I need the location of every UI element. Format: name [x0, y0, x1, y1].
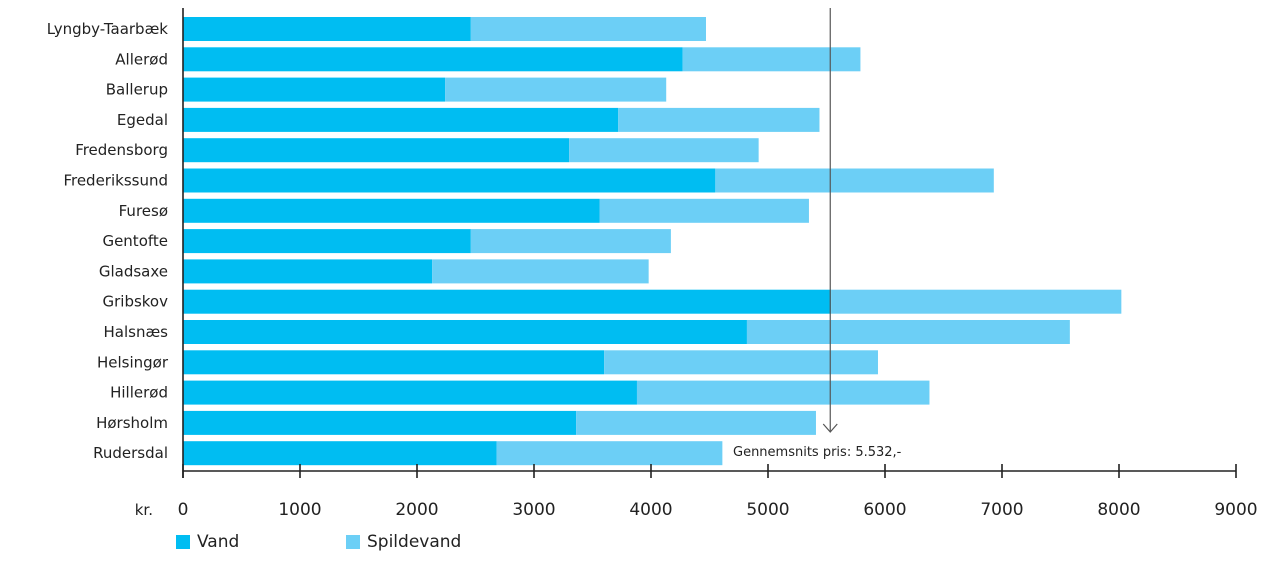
x-tick-label: 5000: [746, 500, 789, 520]
category-label: Helsingør: [97, 353, 169, 371]
bar-vand-5: [183, 168, 716, 193]
bar-vand-2: [183, 77, 446, 102]
bar-spildevand-5: [715, 168, 994, 193]
x-tick-label: 0: [178, 500, 189, 520]
legend-label-vand: Vand: [197, 532, 240, 552]
bar-spildevand-1: [682, 47, 861, 72]
category-label: Gribskov: [102, 293, 168, 311]
category-label: Hørsholm: [96, 414, 168, 432]
legend-item-vand: Vand: [176, 532, 346, 552]
bar-vand-14: [183, 441, 497, 466]
bar-vand-9: [183, 289, 832, 314]
bar-spildevand-6: [599, 198, 809, 223]
bar-vand-0: [183, 17, 471, 41]
x-unit-label: kr.: [135, 501, 153, 519]
category-label: Gladsaxe: [99, 262, 168, 280]
category-label: Lyngby-Taarbæk: [47, 20, 169, 38]
bar-vand-4: [183, 138, 570, 163]
category-label: Egedal: [117, 111, 168, 129]
category-label: Furesø: [119, 202, 168, 220]
bar-spildevand-2: [445, 77, 667, 102]
category-label: Frederikssund: [63, 172, 168, 190]
category-label: Gentofte: [102, 232, 168, 250]
bar-spildevand-4: [569, 138, 759, 163]
legend-label-spildevand: Spildevand: [367, 532, 462, 552]
x-tick-label: 1000: [278, 500, 321, 520]
category-label: Hillerød: [110, 384, 168, 402]
category-label: Fredensborg: [75, 141, 168, 159]
x-tick-label: 9000: [1214, 500, 1257, 520]
legend-item-spildevand: Spildevand: [346, 532, 461, 552]
bar-vand-8: [183, 259, 433, 284]
bar-spildevand-7: [470, 229, 671, 254]
bar-spildevand-13: [576, 410, 816, 435]
x-tick-label: 8000: [1097, 500, 1140, 520]
average-annotation: Gennemsnits pris: 5.532,-: [733, 445, 902, 460]
category-label: Ballerup: [106, 81, 168, 99]
x-tick-label: 4000: [629, 500, 672, 520]
legend-swatch-vand: [176, 535, 190, 549]
category-label: Rudersdal: [93, 444, 168, 462]
average-arrow-icon: [822, 423, 838, 433]
bar-vand-10: [183, 320, 747, 344]
bar-spildevand-10: [746, 320, 1070, 344]
bar-vand-11: [183, 350, 605, 375]
x-tick-label: 3000: [512, 500, 555, 520]
bar-vand-6: [183, 198, 600, 223]
bar-spildevand-8: [432, 259, 649, 284]
bar-spildevand-0: [470, 17, 706, 41]
bar-vand-13: [183, 410, 577, 435]
bar-vand-7: [183, 229, 471, 254]
bar-vand-3: [183, 107, 619, 132]
bar-spildevand-12: [636, 380, 930, 405]
bar-spildevand-14: [496, 441, 723, 466]
x-tick-label: 7000: [980, 500, 1023, 520]
bar-vand-1: [183, 47, 683, 72]
bar-spildevand-11: [604, 350, 878, 375]
bar-vand-12: [183, 380, 637, 405]
legend-swatch-spildevand: [346, 535, 360, 549]
category-label: Allerød: [115, 50, 168, 68]
bar-spildevand-3: [618, 107, 820, 132]
x-tick-label: 2000: [395, 500, 438, 520]
x-tick-label: 6000: [863, 500, 906, 520]
legend: Vand Spildevand: [176, 532, 461, 552]
bar-spildevand-9: [831, 289, 1122, 314]
stacked-bar-chart: Lyngby-Taarbæk Allerød Ballerup Egedal Frede…: [47, 8, 1258, 520]
category-label: Halsnæs: [103, 323, 168, 341]
